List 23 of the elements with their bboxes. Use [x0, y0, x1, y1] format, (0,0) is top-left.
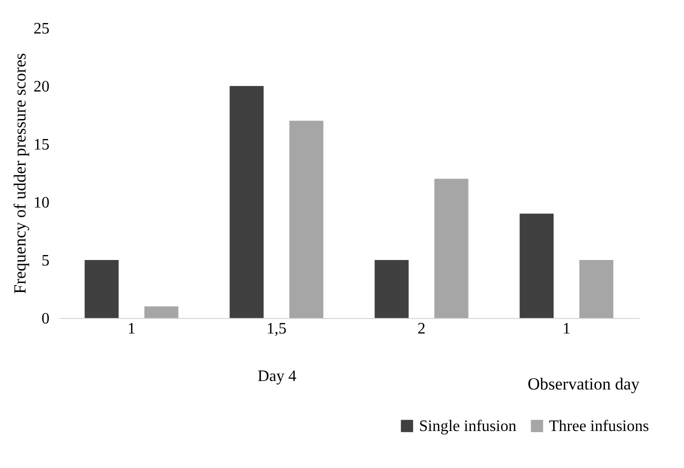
bar	[520, 214, 554, 318]
legend-label: Single infusion	[419, 418, 516, 435]
y-tick-label: 0	[42, 310, 50, 328]
bar	[374, 260, 409, 318]
y-tick-label: 20	[34, 78, 50, 96]
x-tick-label: 1	[562, 320, 570, 338]
bar	[84, 260, 119, 318]
legend-label: Three infusions	[549, 418, 649, 435]
bar	[289, 120, 324, 318]
y-tick-label: 25	[34, 20, 50, 38]
bar	[434, 178, 468, 318]
y-axis-title: Frequency of udder pressure scores	[10, 53, 30, 294]
text: Day 4	[258, 368, 296, 385]
x-axis-title: Observation day	[528, 374, 640, 394]
y-tick-label: 10	[34, 194, 50, 212]
y-tick-label: 15	[34, 136, 50, 154]
bar	[579, 260, 614, 318]
bar	[144, 306, 178, 318]
x-tick-label: 1	[128, 320, 136, 338]
y-tick-label: 5	[42, 252, 50, 270]
bar	[230, 86, 264, 318]
x-tick-label: 2	[418, 320, 426, 338]
x-tick-label: 1,5	[266, 320, 286, 338]
